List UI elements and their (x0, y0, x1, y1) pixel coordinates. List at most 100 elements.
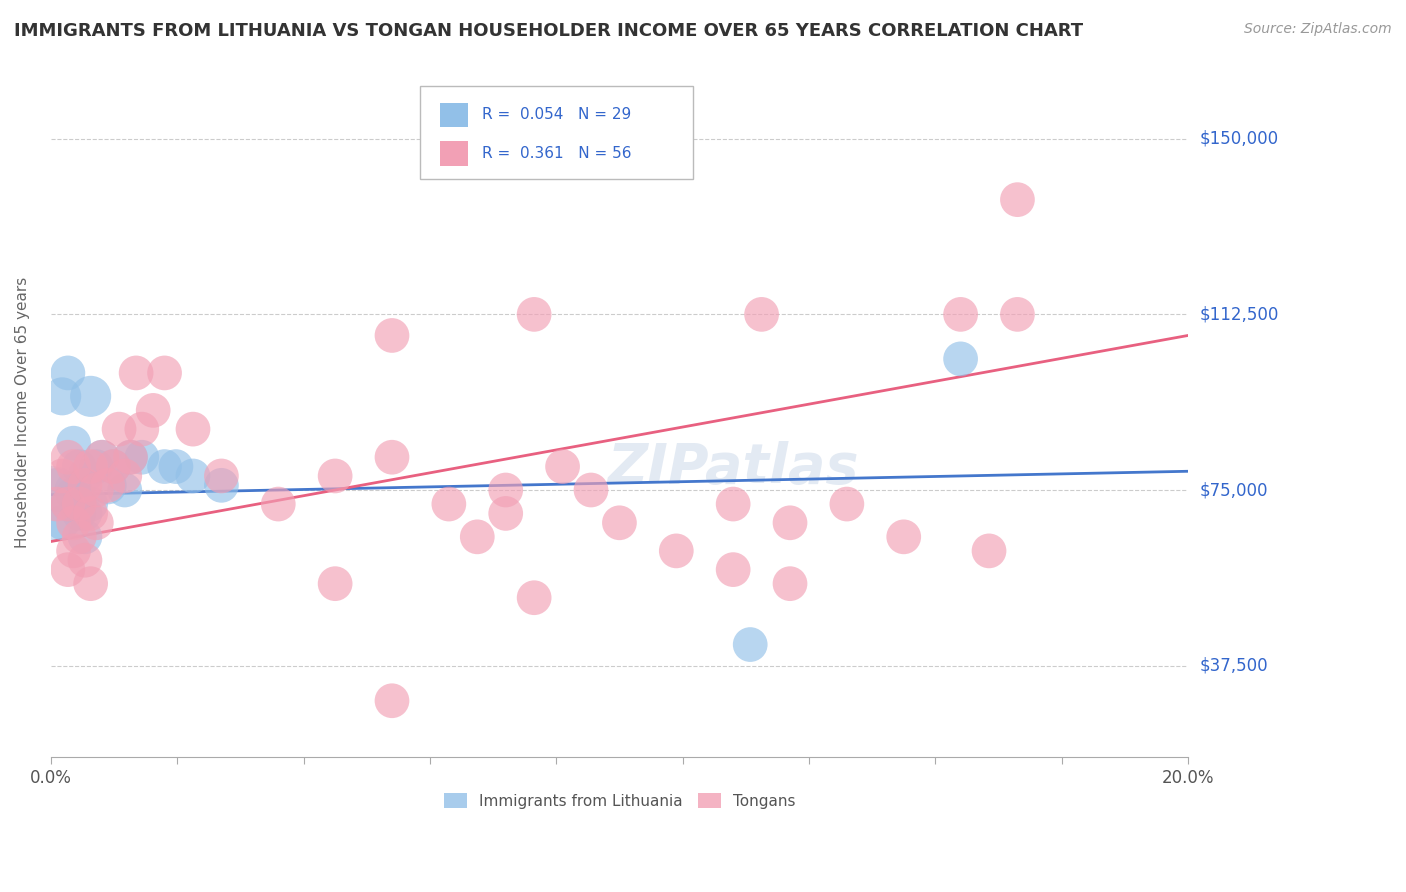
Point (56, 366, 79, 380)
Point (949, 351, 972, 366)
Point (779, 516, 801, 530)
Point (51, 389, 73, 403)
Point (779, 576, 801, 591)
Point (209, 478, 232, 492)
Point (181, 469, 204, 483)
Point (835, 497, 858, 511)
Point (751, 307, 773, 321)
Text: Source: ZipAtlas.com: Source: ZipAtlas.com (1244, 22, 1392, 37)
Point (142, 403, 165, 417)
Point (62, 459, 84, 474)
Point (86, 483, 108, 497)
Point (103, 459, 125, 474)
Point (108, 422, 131, 436)
Point (79, 507, 101, 521)
Point (381, 694, 404, 708)
FancyBboxPatch shape (420, 86, 693, 178)
Point (721, 497, 744, 511)
Point (1007, 193, 1029, 207)
Point (579, 483, 602, 497)
Point (523, 307, 546, 321)
FancyBboxPatch shape (440, 103, 468, 128)
Point (97, 478, 120, 492)
Point (1007, 307, 1029, 321)
Point (381, 450, 404, 465)
Point (323, 576, 346, 591)
Text: R =  0.054   N = 29: R = 0.054 N = 29 (482, 108, 631, 122)
Point (73, 553, 96, 567)
Point (51, 469, 73, 483)
Point (465, 530, 488, 544)
Y-axis label: Householder Income Over 65 years: Householder Income Over 65 years (15, 277, 30, 549)
Point (67, 530, 90, 544)
Point (609, 516, 631, 530)
Point (86, 516, 108, 530)
Point (114, 483, 136, 497)
Point (62, 516, 84, 530)
Point (495, 507, 517, 521)
Point (551, 459, 574, 474)
Point (56, 450, 79, 465)
Text: R =  0.361   N = 56: R = 0.361 N = 56 (482, 146, 631, 161)
FancyBboxPatch shape (440, 141, 468, 166)
Text: IMMIGRANTS FROM LITHUANIA VS TONGAN HOUSEHOLDER INCOME OVER 65 YEARS CORRELATION: IMMIGRANTS FROM LITHUANIA VS TONGAN HOUS… (14, 22, 1083, 40)
Point (79, 497, 101, 511)
Text: $75,000: $75,000 (1199, 481, 1268, 499)
Point (114, 469, 136, 483)
Point (79, 576, 101, 591)
Point (56, 563, 79, 577)
Point (120, 450, 142, 465)
Point (67, 492, 90, 507)
Point (523, 591, 546, 605)
Point (91, 450, 114, 465)
Point (721, 563, 744, 577)
Point (153, 459, 176, 474)
Point (73, 530, 96, 544)
Point (495, 483, 517, 497)
Point (131, 422, 153, 436)
Point (62, 544, 84, 558)
Point (165, 459, 187, 474)
Text: ZIPatlas: ZIPatlas (607, 441, 859, 495)
Point (97, 478, 120, 492)
Point (45, 483, 67, 497)
Point (39, 497, 62, 511)
Point (209, 469, 232, 483)
Text: $37,500: $37,500 (1199, 657, 1268, 674)
Point (73, 469, 96, 483)
Point (131, 450, 153, 465)
Point (437, 497, 460, 511)
Point (73, 507, 96, 521)
Point (79, 389, 101, 403)
Point (79, 459, 101, 474)
Point (120, 450, 142, 465)
Point (740, 638, 762, 652)
Point (893, 530, 915, 544)
Point (125, 366, 148, 380)
Point (91, 450, 114, 465)
Point (73, 478, 96, 492)
Point (51, 516, 73, 530)
Point (67, 507, 90, 521)
Point (45, 497, 67, 511)
Point (665, 544, 688, 558)
Point (267, 497, 290, 511)
Point (181, 422, 204, 436)
Point (67, 459, 90, 474)
Text: $112,500: $112,500 (1199, 305, 1278, 324)
Point (62, 488, 84, 502)
Text: $150,000: $150,000 (1199, 129, 1278, 148)
Point (323, 469, 346, 483)
Point (56, 497, 79, 511)
Point (977, 544, 1000, 558)
Point (62, 483, 84, 497)
Point (67, 497, 90, 511)
Legend: Immigrants from Lithuania, Tongans: Immigrants from Lithuania, Tongans (437, 787, 801, 814)
Point (62, 436, 84, 450)
Point (56, 497, 79, 511)
Point (153, 366, 176, 380)
Point (381, 328, 404, 343)
Point (86, 459, 108, 474)
Point (103, 459, 125, 474)
Point (949, 307, 972, 321)
